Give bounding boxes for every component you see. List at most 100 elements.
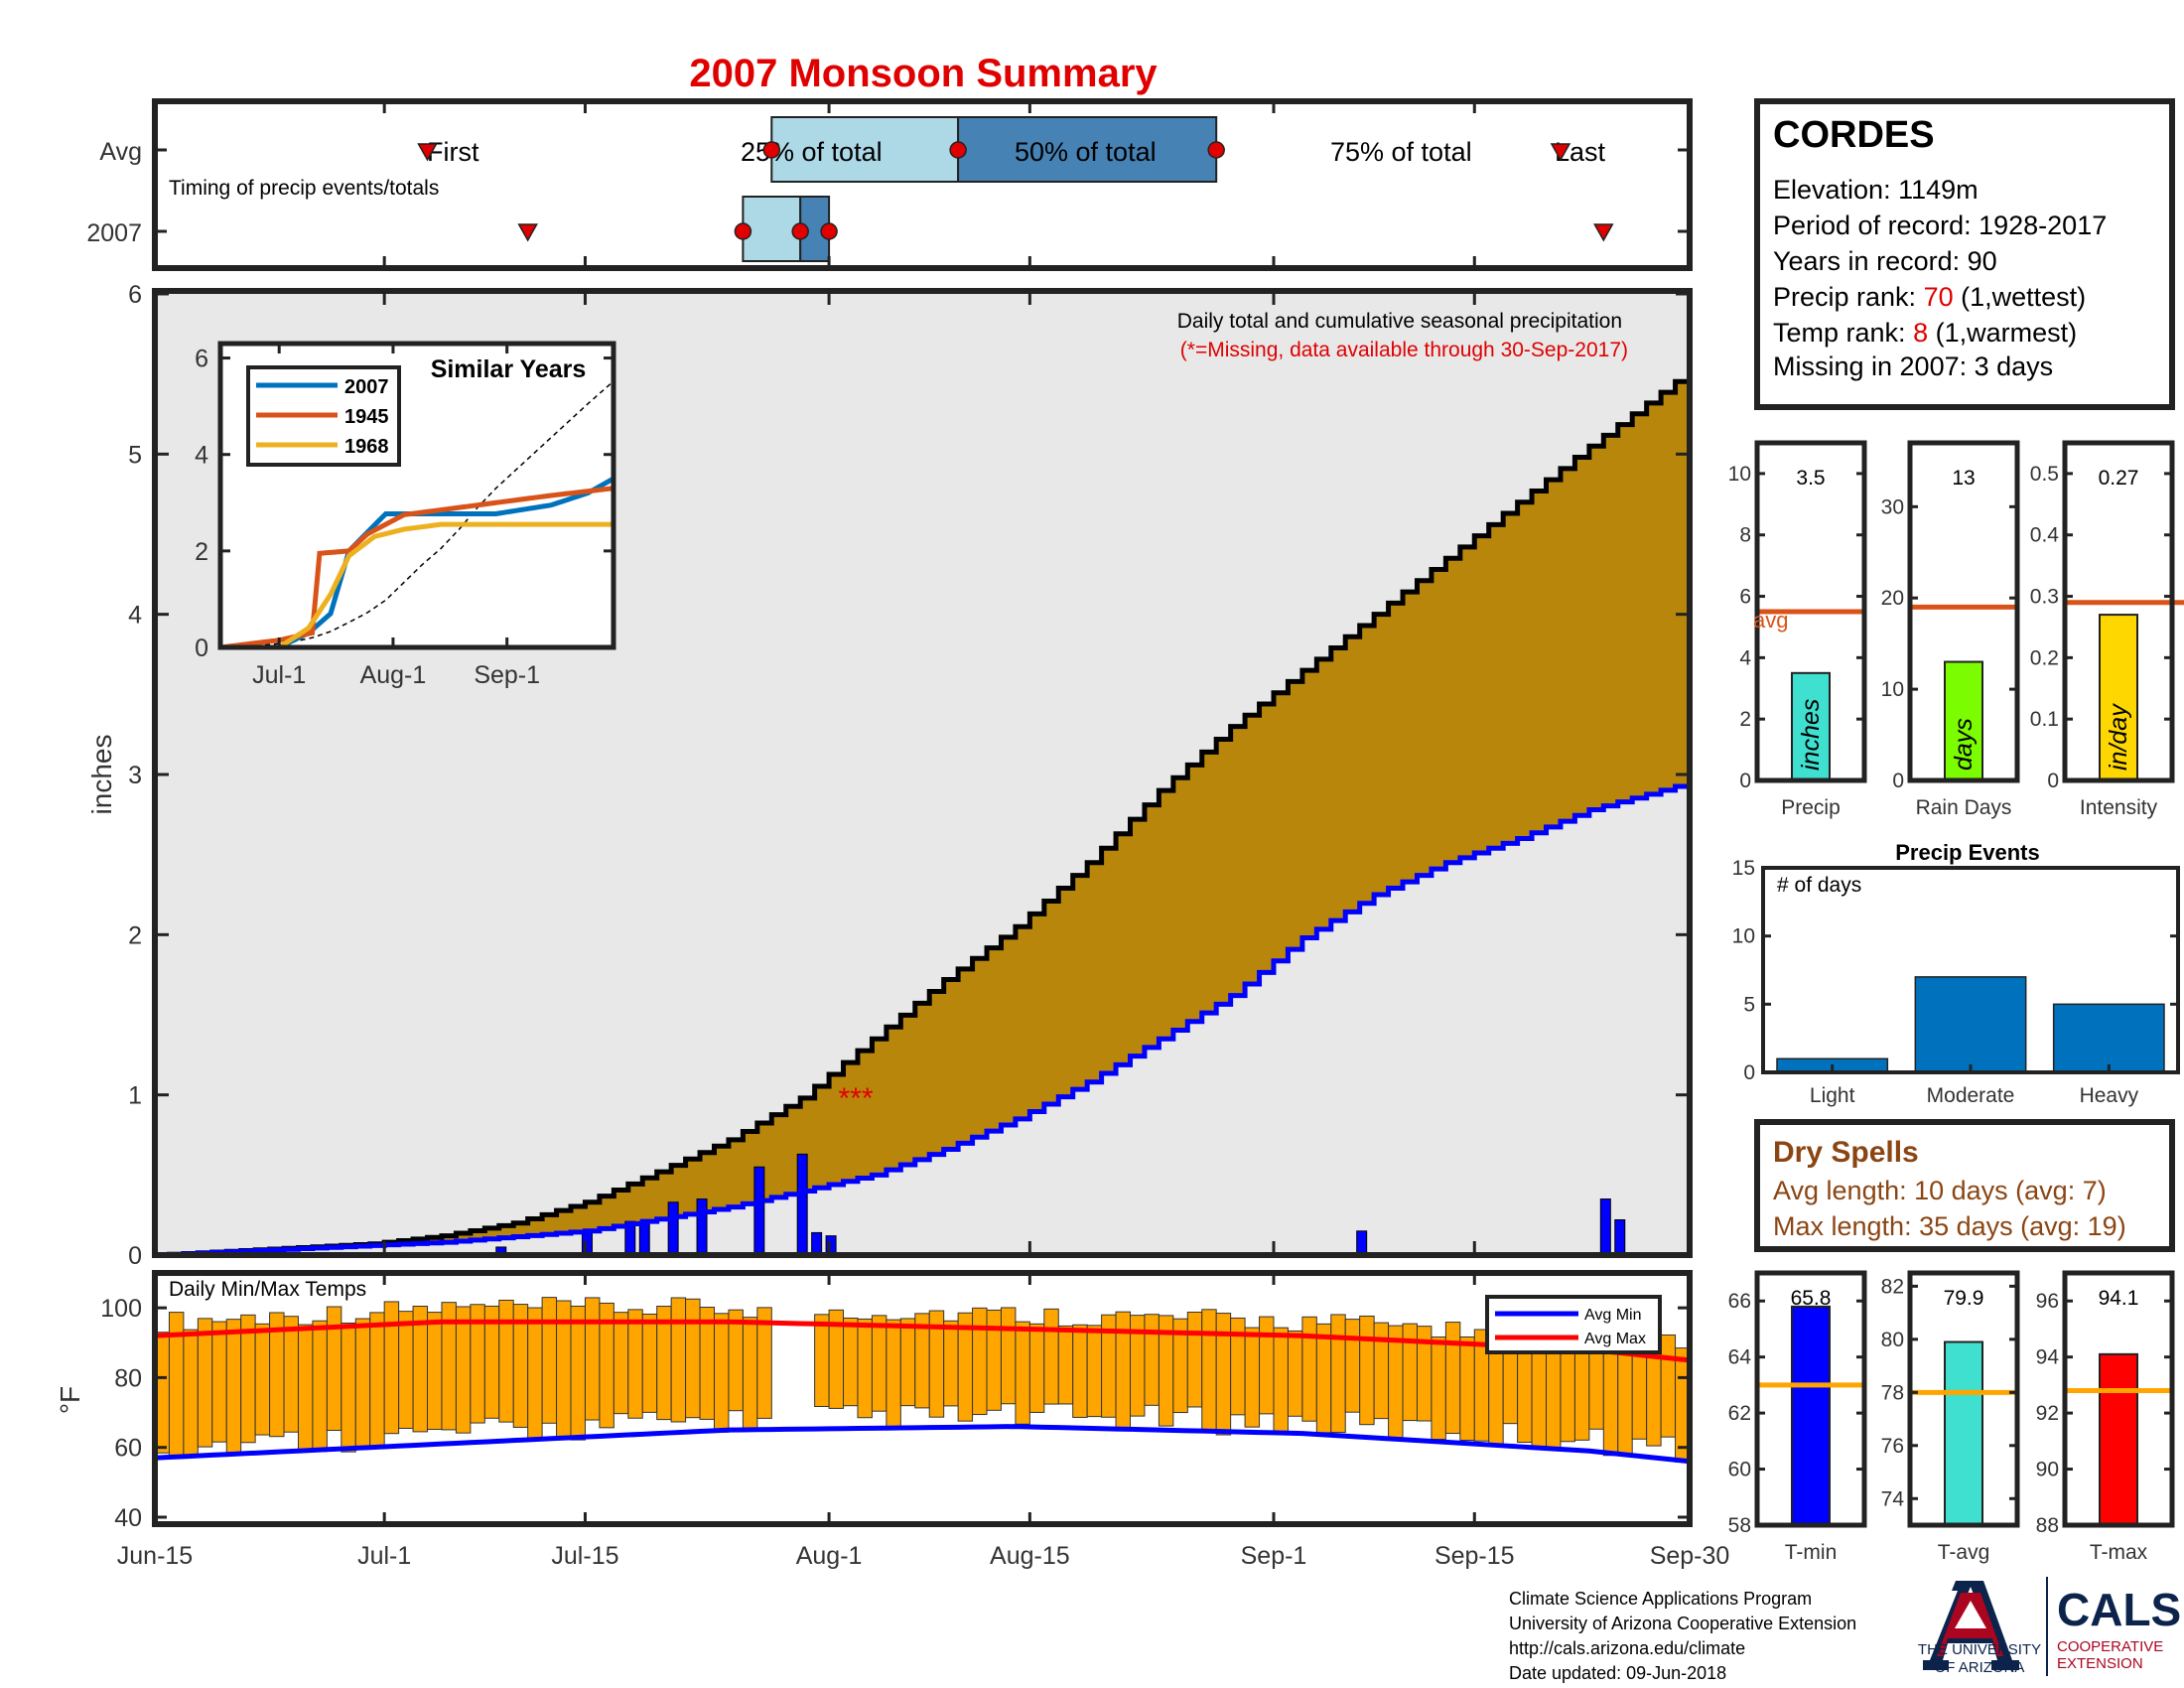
dry-max-line: Max length: 35 days (avg: 19) bbox=[1773, 1211, 2126, 1241]
daily-temp-bar bbox=[685, 1298, 701, 1419]
timing-avg-bar-25-50 bbox=[770, 116, 960, 183]
timing-year-first-marker bbox=[517, 223, 538, 242]
cals-coop-1: COOPERATIVE bbox=[2057, 1638, 2163, 1655]
footer-line-4: Date updated: 09-Jun-2018 bbox=[1509, 1663, 1726, 1683]
daily-temp-bar bbox=[312, 1320, 328, 1453]
daily-temp-bar bbox=[354, 1318, 371, 1450]
temp-summary-panels: 58 60 62 64 66 65.8 T-min 74 76 78 80 82 79.9 T-avg 88… bbox=[1728, 1270, 2175, 1564]
temp-summary-y-tick-label: 60 bbox=[1728, 1459, 1751, 1481]
daily-temp-bar bbox=[541, 1297, 558, 1424]
station-elevation: Elevation: 1149m bbox=[1773, 175, 1979, 205]
seasonal-panel-precip: 0 2 4 6 8 10 3.5 inches Precip bbox=[1728, 440, 1867, 819]
temp-legend-max: Avg Max bbox=[1584, 1331, 1646, 1347]
date-tick-label: Jul-15 bbox=[551, 1542, 618, 1570]
timing-avg-p50-marker bbox=[949, 141, 967, 159]
temp-legend-box bbox=[1485, 1295, 1662, 1354]
main-precip-chart: 0 1 2 3 4 5 6 Daily total and cumulative seaso… bbox=[86, 281, 1693, 1270]
inset-y-tick-label: 6 bbox=[195, 346, 208, 373]
station-missing: Missing in 2007: 3 days bbox=[1773, 352, 2053, 381]
temp-summary-y-tick-label: 58 bbox=[1728, 1514, 1751, 1537]
seasonal-bar bbox=[1791, 671, 1831, 781]
timing-year-p50-marker bbox=[791, 222, 809, 240]
daily-temp-bar bbox=[369, 1312, 385, 1450]
events-x-label: Heavy bbox=[2080, 1084, 2139, 1107]
inset-frame bbox=[217, 341, 616, 650]
seasonal-panel-intensity: 0 0.1 0.2 0.3 0.4 0.5 0.27 in/day Intensity bbox=[2030, 440, 2184, 819]
temp-y-tick-label: 80 bbox=[114, 1364, 142, 1392]
daily-temp-bar bbox=[254, 1323, 271, 1436]
temperature-chart: 40 60 80 100 Jun-15 Jul-1 Jul-15 Aug-1 Aug-15 Sep… bbox=[55, 1270, 1729, 1570]
main-y-tick-label: 6 bbox=[128, 281, 142, 309]
events-y-tick-label: 15 bbox=[1732, 857, 1755, 880]
event-bar-heavy bbox=[2052, 1003, 2165, 1073]
seasonal-unit-label: days bbox=[1950, 718, 1978, 771]
temp-rank-prefix: Temp rank: bbox=[1773, 318, 1913, 348]
seasonal-xlabel: Intensity bbox=[2080, 796, 2158, 819]
seasonal-y-tick-label: 0.5 bbox=[2030, 463, 2059, 486]
daily-temp-bar bbox=[1259, 1316, 1275, 1415]
precip-rank-suffix: (1,wettest) bbox=[1954, 282, 2087, 312]
daily-temp-bar bbox=[814, 1314, 830, 1407]
university-of-arizona-logo: THE UNIVERSITY OF ARIZONA bbox=[1918, 1581, 2041, 1676]
daily-precip-bar bbox=[1356, 1230, 1368, 1256]
date-tick-label: Jul-1 bbox=[357, 1542, 411, 1570]
seasonal-y-tick-label: 6 bbox=[1739, 586, 1751, 609]
daily-temp-bar bbox=[899, 1318, 916, 1407]
events-ylabel: # of days bbox=[1777, 874, 1861, 897]
daily-temp-bar bbox=[1287, 1330, 1303, 1417]
events-x-label: Moderate bbox=[1927, 1084, 2015, 1107]
daily-temp-bar bbox=[857, 1318, 873, 1419]
timing-avg-first-marker bbox=[417, 143, 438, 162]
daily-temp-bar bbox=[986, 1309, 1002, 1411]
dry-avg-line: Avg length: 10 days (avg: 7) bbox=[1773, 1176, 2107, 1205]
daily-precip-bar bbox=[1599, 1198, 1611, 1256]
seasonal-y-tick-label: 0.1 bbox=[2030, 708, 2059, 731]
temp-panel-t-avg: 74 76 78 80 82 79.9 T-avg bbox=[1881, 1270, 2020, 1564]
figure-title: 2007 Monsoon Summary bbox=[689, 52, 1158, 95]
seasonal-y-tick-label: 20 bbox=[1881, 587, 1904, 610]
daily-temp-bar bbox=[211, 1321, 227, 1443]
station-precip-rank: Precip rank: 70 (1,wettest) bbox=[1773, 282, 2086, 312]
daily-temp-bar bbox=[1344, 1319, 1361, 1413]
main-y-tick-label: 2 bbox=[128, 921, 142, 949]
daily-temp-bar bbox=[1043, 1308, 1059, 1405]
dry-frame bbox=[1754, 1119, 2175, 1252]
precip-rank-prefix: Precip rank: bbox=[1773, 282, 1924, 312]
temp-summary-bar bbox=[1791, 1305, 1831, 1527]
temp-summary-y-tick-label: 76 bbox=[1881, 1435, 1904, 1458]
timing-subtitle: Timing of precip events/totals bbox=[169, 177, 439, 200]
dry-spells-panel: Dry Spells Avg length: 10 days (avg: 7) … bbox=[1754, 1119, 2175, 1252]
daily-temp-bar bbox=[943, 1320, 959, 1407]
main-y-tick-label: 3 bbox=[128, 762, 142, 789]
daily-temp-bar bbox=[1015, 1321, 1030, 1425]
temp-summary-y-tick-label: 78 bbox=[1881, 1381, 1904, 1404]
daily-temp-bar bbox=[297, 1324, 314, 1451]
inset-legend-1945: 1945 bbox=[344, 406, 389, 428]
timing-ticks bbox=[153, 101, 1692, 268]
main-annotation: Daily total and cumulative seasonal prec… bbox=[1177, 310, 1622, 333]
temp-summary-y-tick-label: 92 bbox=[2036, 1402, 2059, 1425]
daily-temp-bar bbox=[728, 1309, 744, 1412]
date-tick-label: Aug-1 bbox=[796, 1542, 863, 1570]
station-temp-rank: Temp rank: 8 (1,warmest) bbox=[1773, 318, 2077, 348]
inset-y-tick-label: 0 bbox=[195, 634, 208, 662]
footer-line-1: Climate Science Applications Program bbox=[1509, 1589, 1812, 1609]
temp-summary-y-tick-label: 94 bbox=[2036, 1346, 2060, 1369]
similar-years-inset: 0 2 4 6 Jul-1 Aug-1 Sep-1 Similar Years 2007 1… bbox=[195, 341, 616, 689]
temp-rank-suffix: (1,warmest) bbox=[1928, 318, 2077, 348]
temp-summary-frame bbox=[2062, 1270, 2175, 1528]
temp-summary-y-tick-label: 88 bbox=[2036, 1514, 2059, 1537]
events-x-label: Light bbox=[1810, 1084, 1855, 1107]
daily-temp-bar bbox=[670, 1297, 687, 1423]
timing-year-p25-marker bbox=[734, 222, 752, 240]
events-y-tick-label: 5 bbox=[1743, 993, 1755, 1016]
events-bars bbox=[1776, 976, 2165, 1073]
seasonal-y-tick-label: 10 bbox=[1881, 678, 1904, 701]
daily-temp-bar bbox=[1186, 1311, 1203, 1408]
daily-temp-bar bbox=[756, 1307, 772, 1419]
daily-temp-bar bbox=[197, 1318, 213, 1448]
events-y-tick-label: 0 bbox=[1743, 1061, 1755, 1084]
date-tick-label: Aug-15 bbox=[990, 1542, 1070, 1570]
daily-temp-bar bbox=[341, 1322, 356, 1453]
